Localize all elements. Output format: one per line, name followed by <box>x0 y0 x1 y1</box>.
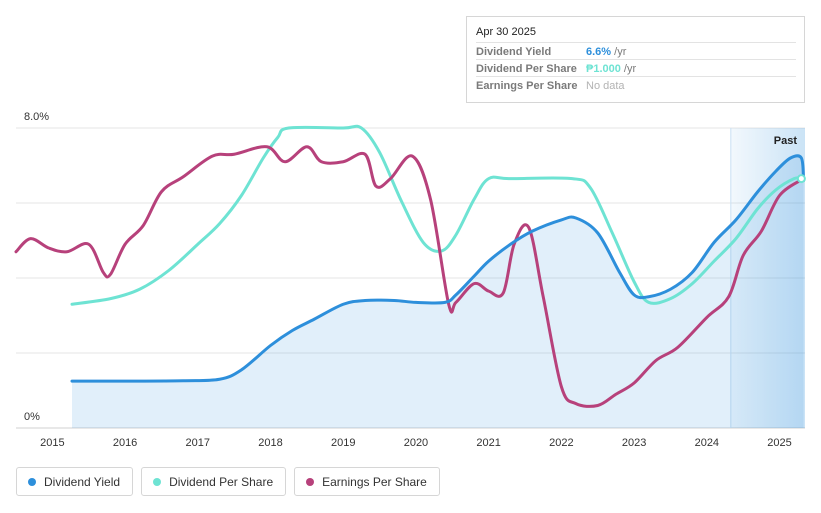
tooltip-row-dividend-per-share: Dividend Per Share ₱1.000 /yr <box>476 59 796 77</box>
tooltip-value: ₱1.000 /yr <box>586 63 636 75</box>
x-tick-label: 2017 <box>186 437 210 449</box>
x-tick-label: 2023 <box>622 437 646 449</box>
legend-dot-icon <box>28 477 36 486</box>
tooltip: Apr 30 2025 Dividend Yield 6.6% /yr Divi… <box>466 16 805 103</box>
legend-dot-icon <box>153 477 162 486</box>
x-tick-label: 2022 <box>549 437 573 449</box>
x-tick-label: 2015 <box>40 437 64 449</box>
tooltip-value-text: ₱1.000 <box>586 63 621 75</box>
y-axis-min-label: 0% <box>24 411 40 423</box>
line-earnings-per-share <box>14 145 803 408</box>
tooltip-unit: /yr <box>620 63 637 75</box>
legend-item-earnings-per-share[interactable]: Earnings Per Share <box>294 467 440 496</box>
legend-label: Dividend Per Share <box>169 474 274 489</box>
end-marker <box>796 174 806 184</box>
tooltip-date: Apr 30 2025 <box>476 26 536 38</box>
x-tick-label: 2020 <box>404 437 428 449</box>
past-label: Past <box>774 135 798 147</box>
legend-item-dividend-yield[interactable]: Dividend Yield <box>16 467 134 496</box>
legend-label: Dividend Yield <box>44 474 121 489</box>
area-dividend-yield <box>71 155 804 428</box>
line-dividend-per-share <box>70 124 803 306</box>
tooltip-row-dividend-yield: Dividend Yield 6.6% /yr <box>476 42 796 60</box>
tooltip-label: Dividend Yield <box>476 46 552 58</box>
tooltip-label: Dividend Per Share <box>476 63 577 75</box>
tooltip-value: 6.6% /yr <box>586 46 626 58</box>
legend-dot-icon <box>306 477 315 486</box>
tooltip-label: Earnings Per Share <box>476 80 578 92</box>
x-tick-label: 2021 <box>476 437 500 449</box>
legend-item-dividend-per-share[interactable]: Dividend Per Share <box>141 467 287 496</box>
x-tick-label: 2018 <box>258 437 282 449</box>
y-axis-max-label: 8.0% <box>24 111 49 123</box>
tooltip-value-text: No data <box>586 80 625 92</box>
x-tick-label: 2019 <box>331 437 355 449</box>
tooltip-value: No data <box>586 80 625 92</box>
x-tick-label: 2024 <box>695 437 719 449</box>
x-tick-label: 2016 <box>113 437 137 449</box>
line-dividend-yield <box>70 154 806 383</box>
tooltip-unit: /yr <box>611 46 627 58</box>
tooltip-row-earnings-per-share: Earnings Per Share No data <box>476 76 796 94</box>
x-tick-label: 2025 <box>767 437 791 449</box>
legend-label: Earnings Per Share <box>322 474 427 489</box>
legend: Dividend Yield Dividend Per Share Earnin… <box>16 467 440 496</box>
tooltip-value-text: 6.6% <box>586 46 612 58</box>
